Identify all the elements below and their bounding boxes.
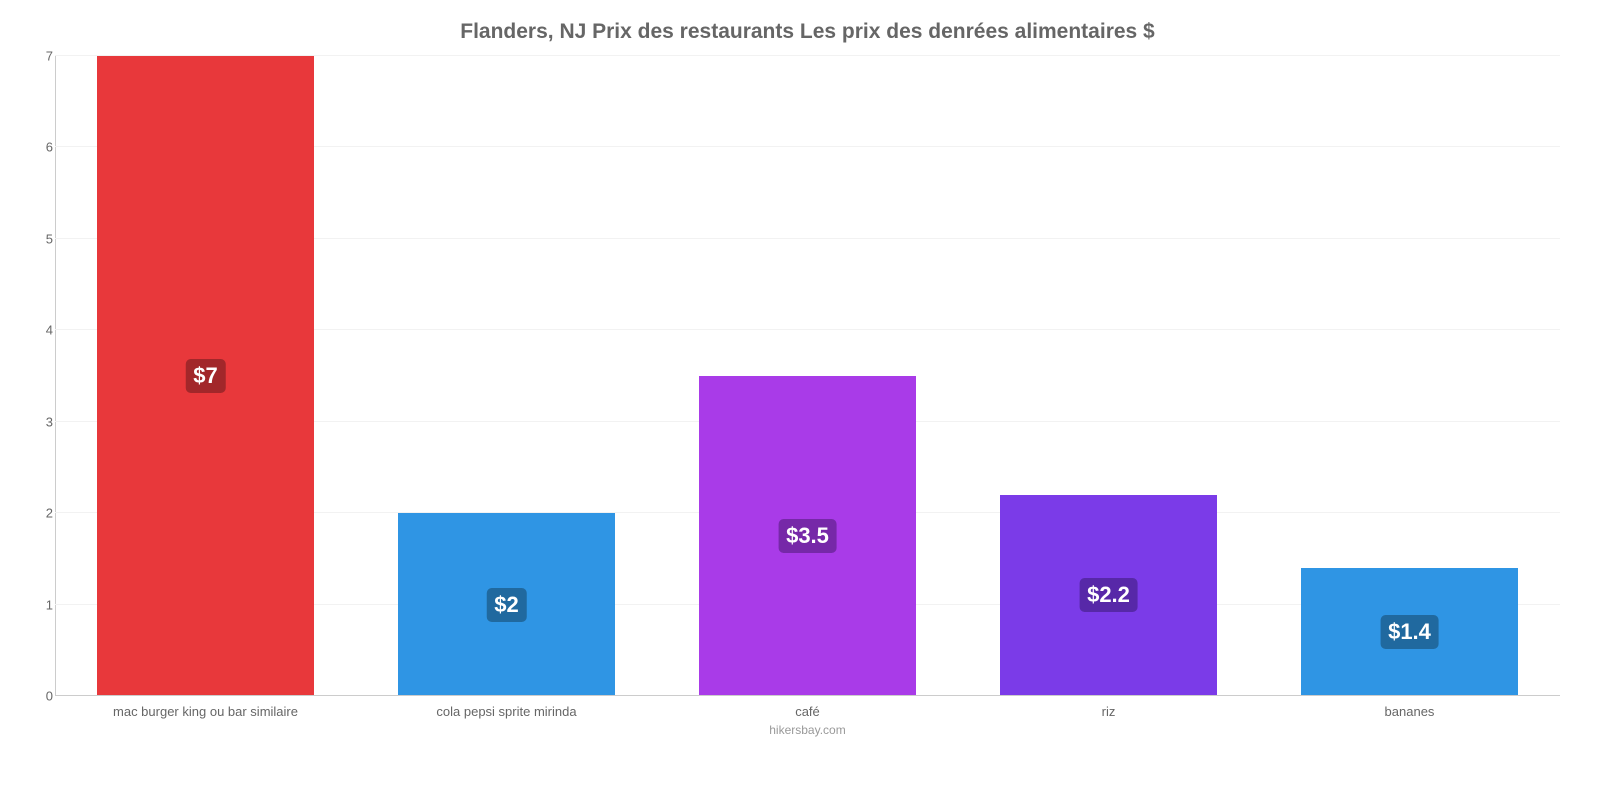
x-axis-labels: mac burger king ou bar similairecola pep… xyxy=(55,704,1560,719)
y-tick: 6 xyxy=(33,140,53,155)
x-axis-label: riz xyxy=(958,704,1259,719)
y-tick: 5 xyxy=(33,231,53,246)
chart-title: Flanders, NJ Prix des restaurants Les pr… xyxy=(55,20,1560,44)
bar-slot: $2 xyxy=(356,56,657,696)
bars-container: $7 $2 $3.5 $2.2 $1.4 xyxy=(55,56,1560,696)
x-axis-label: mac burger king ou bar similaire xyxy=(55,704,356,719)
y-tick: 7 xyxy=(33,49,53,64)
chart-source: hikersbay.com xyxy=(55,723,1560,737)
bar-slot: $3.5 xyxy=(657,56,958,696)
x-axis-label: café xyxy=(657,704,958,719)
y-tick: 2 xyxy=(33,506,53,521)
price-bar-chart: Flanders, NJ Prix des restaurants Les pr… xyxy=(0,0,1600,800)
bar-value-label: $1.4 xyxy=(1380,615,1439,649)
y-tick: 1 xyxy=(33,597,53,612)
bar: $2.2 xyxy=(1000,495,1217,696)
bar-value-label: $2.2 xyxy=(1079,578,1138,612)
x-axis-label: cola pepsi sprite mirinda xyxy=(356,704,657,719)
bar-slot: $2.2 xyxy=(958,56,1259,696)
x-axis-label: bananes xyxy=(1259,704,1560,719)
x-axis-line xyxy=(55,695,1560,696)
bar-value-label: $3.5 xyxy=(778,519,837,553)
bar-value-label: $2 xyxy=(486,588,526,622)
bar: $1.4 xyxy=(1301,568,1518,696)
bar-slot: $7 xyxy=(55,56,356,696)
y-tick: 4 xyxy=(33,323,53,338)
bar: $3.5 xyxy=(699,376,916,696)
y-tick: 0 xyxy=(33,689,53,704)
bar-slot: $1.4 xyxy=(1259,56,1560,696)
y-tick: 3 xyxy=(33,414,53,429)
bar-value-label: $7 xyxy=(185,359,225,393)
y-axis: 01234567 xyxy=(33,56,53,696)
plot-area: 01234567 $7$2$3.5$2.2$1.4 xyxy=(55,56,1560,696)
bar: $2 xyxy=(398,513,615,696)
bar: $7 xyxy=(97,56,314,696)
